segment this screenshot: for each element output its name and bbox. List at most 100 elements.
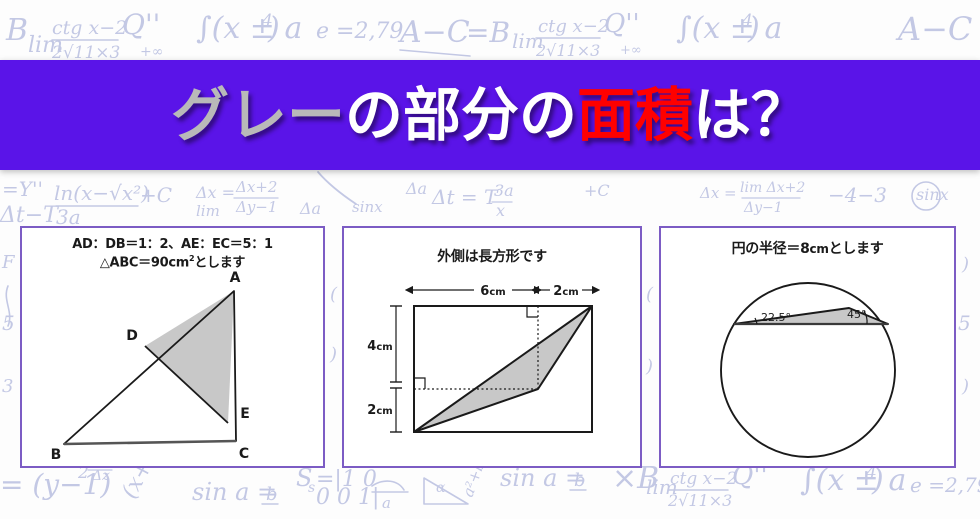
svg-text:α: α bbox=[436, 480, 446, 496]
svg-text:x: x bbox=[496, 201, 505, 220]
svg-text:= (y−1): = (y−1) bbox=[0, 468, 111, 501]
svg-text:=|1 0: =|1 0 bbox=[316, 467, 377, 492]
svg-text:A−C: A−C bbox=[895, 10, 972, 48]
dimension-label-4cm: 4cm bbox=[367, 339, 392, 354]
svg-text:): ) bbox=[747, 11, 760, 46]
vertex-label-C: C bbox=[239, 446, 249, 462]
svg-text:5: 5 bbox=[958, 311, 971, 335]
svg-text:Δx =: Δx = bbox=[195, 183, 235, 202]
svg-text:=Y'': =Y'' bbox=[2, 177, 43, 201]
svg-text:): ) bbox=[961, 254, 969, 275]
dimension-label-2cm-top: 2cm bbox=[553, 284, 578, 299]
panel-1-caption-unit: m bbox=[175, 254, 190, 270]
svg-text:lim: lim bbox=[512, 29, 544, 53]
svg-text:lim: lim bbox=[646, 475, 678, 499]
svg-text:b: b bbox=[574, 470, 586, 491]
svg-text:4: 4 bbox=[261, 11, 273, 31]
svg-text:ctg x−2: ctg x−2 bbox=[538, 16, 609, 37]
panel-1-caption-line-2-post: とします bbox=[194, 254, 246, 270]
svg-text:lim: lim bbox=[28, 33, 63, 58]
title-segment-gray: グレー bbox=[170, 81, 345, 149]
svg-text:F: F bbox=[1, 252, 16, 273]
svg-text:lim Δx+2: lim Δx+2 bbox=[740, 180, 805, 196]
svg-text:2√11×3: 2√11×3 bbox=[535, 41, 600, 60]
svg-text:S: S bbox=[296, 464, 312, 492]
panel-3-caption: 円の半径＝8cmとします bbox=[661, 238, 954, 258]
panel-3-figure: 22.5° 45° bbox=[720, 282, 896, 458]
problem-panel-2: 外側は長方形です 6cm 2cm bbox=[342, 226, 642, 468]
svg-text:Δt−T: Δt−T bbox=[0, 203, 60, 228]
svg-text:Δt = T: Δt = T bbox=[431, 185, 499, 209]
svg-text:0 0 1|: 0 0 1| bbox=[316, 485, 379, 510]
vertex-label-A: A bbox=[230, 270, 241, 286]
panel-1-caption: AD：DB＝1：2、AE：EC＝5：1 △ABC＝90cm2とします bbox=[22, 236, 323, 271]
svg-text:): ) bbox=[871, 463, 884, 498]
page-title: グレーの部分の面積は？ bbox=[171, 86, 809, 144]
circle-outline bbox=[720, 282, 896, 458]
panel-1-caption-superscript: 2 bbox=[189, 253, 195, 263]
svg-text:(: ( bbox=[646, 284, 654, 305]
svg-text:3a: 3a bbox=[494, 181, 514, 200]
svg-text:2: 2 bbox=[77, 463, 89, 483]
dimension-label-2cm-vertical: 2cm bbox=[367, 403, 392, 418]
svg-text:−4−3: −4−3 bbox=[828, 183, 887, 207]
svg-text:3: 3 bbox=[2, 376, 13, 397]
panel-3-caption-pre: 円の半径＝8 bbox=[731, 241, 810, 257]
panel-1-figure: A D B C E bbox=[51, 270, 250, 463]
panel-3-caption-post: とします bbox=[828, 241, 884, 257]
svg-text:sin a =: sin a = bbox=[500, 464, 585, 492]
problem-panel-1: AD：DB＝1：2、AE：EC＝5：1 △ABC＝90cm2とします A D B… bbox=[20, 226, 325, 468]
right-angle-mark-left bbox=[414, 377, 426, 389]
outer-rectangle bbox=[413, 305, 593, 433]
svg-text:Δz: Δz bbox=[91, 468, 110, 484]
svg-text:4: 4 bbox=[741, 11, 753, 31]
title-segment-white-1: の部分の bbox=[344, 81, 577, 149]
svg-text:Δa: Δa bbox=[405, 179, 427, 198]
problem-panel-3: 円の半径＝8cmとします 22.5° 45° bbox=[659, 226, 956, 468]
svg-text:Δa: Δa bbox=[299, 199, 321, 218]
svg-text:Q'': Q'' bbox=[122, 8, 160, 41]
svg-text:(: ( bbox=[330, 284, 338, 305]
svg-text:Δy−1: Δy−1 bbox=[743, 200, 783, 216]
svg-text:): ) bbox=[961, 376, 969, 397]
svg-text:+∞: +∞ bbox=[620, 43, 642, 58]
panel-1-caption-line-1: AD：DB＝1：2、AE：EC＝5：1 bbox=[72, 237, 273, 252]
panel-2-caption: 外側は長方形です bbox=[437, 249, 547, 265]
svg-text:sinx: sinx bbox=[352, 198, 383, 216]
angle-arc-right bbox=[863, 310, 868, 325]
svg-text:∫(x ± a: ∫(x ± a bbox=[800, 463, 906, 498]
svg-text:ln(x−√x²): ln(x−√x²) bbox=[54, 181, 149, 205]
svg-text:b: b bbox=[266, 484, 278, 505]
svg-text:4: 4 bbox=[865, 463, 877, 483]
svg-text:+C: +C bbox=[584, 181, 610, 200]
svg-text:∫(x ± a: ∫(x ± a bbox=[676, 11, 782, 46]
svg-text:sin a =: sin a = bbox=[192, 478, 277, 506]
panel-2-figure: 6cm 2cm 4cm 2cm bbox=[367, 284, 601, 433]
right-angle-mark-top bbox=[526, 306, 538, 318]
svg-text:sinx: sinx bbox=[916, 185, 949, 204]
svg-text:ctg x−2: ctg x−2 bbox=[670, 469, 737, 489]
svg-text:): ) bbox=[267, 11, 280, 46]
svg-text:): ) bbox=[645, 356, 653, 377]
svg-text:ctg x−2: ctg x−2 bbox=[52, 17, 127, 39]
segment-BC bbox=[63, 439, 237, 446]
svg-text:=B: =B bbox=[466, 16, 510, 49]
panel-1-caption-line-2-pre: △ABC＝90c bbox=[99, 254, 176, 270]
svg-text:): ) bbox=[329, 344, 337, 365]
dimension-label-6cm: 6cm bbox=[480, 284, 505, 299]
title-segment-white-2: は？ bbox=[693, 81, 810, 149]
svg-text:A−C: A−C bbox=[397, 15, 470, 50]
svg-text:B: B bbox=[5, 13, 28, 48]
angle-label-right: 45° bbox=[847, 308, 867, 321]
svg-text:s: s bbox=[308, 480, 315, 496]
svg-text:e =2,79: e =2,79 bbox=[316, 19, 403, 44]
title-segment-red: 面積 bbox=[577, 81, 694, 149]
shaded-triangle-ADE bbox=[145, 291, 234, 423]
svg-text:2√11×3: 2√11×3 bbox=[51, 43, 120, 63]
svg-text:lim: lim bbox=[196, 202, 220, 220]
title-banner: グレーの部分の面積は？ bbox=[0, 60, 980, 170]
segment-DE bbox=[144, 345, 229, 424]
panel-3-caption-unit: cm bbox=[809, 242, 829, 256]
svg-text:Q'': Q'' bbox=[604, 9, 640, 39]
